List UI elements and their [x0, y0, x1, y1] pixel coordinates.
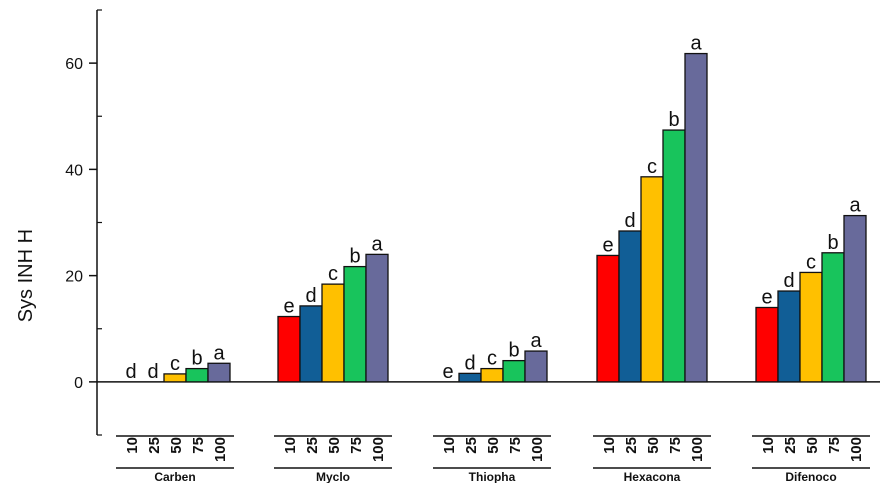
dose-tick-label: 10 [760, 437, 777, 454]
bar [821, 252, 845, 383]
bar [299, 305, 323, 383]
significance-letter: c [487, 348, 497, 370]
dose-tick-label: 50 [804, 437, 821, 454]
dose-tick-label: 75 [348, 437, 365, 454]
bar [277, 315, 301, 383]
dose-tick-label: 75 [507, 437, 524, 454]
bar [343, 265, 367, 383]
significance-letter: a [530, 330, 542, 352]
group-label: Hexacona [624, 470, 681, 483]
significance-letter: c [170, 353, 180, 375]
bar [755, 306, 779, 383]
bar [684, 52, 708, 383]
dose-tick-label: 25 [463, 437, 480, 454]
dose-tick-label: 50 [645, 437, 662, 454]
dose-tick-label: 100 [529, 437, 546, 462]
y-tick-label: 0 [74, 375, 83, 392]
dose-tick-label: 100 [370, 437, 387, 462]
significance-letter: b [668, 109, 679, 131]
bar [799, 271, 823, 383]
dose-tick-label: 75 [826, 437, 843, 454]
significance-letter: e [283, 296, 294, 318]
dose-tick-label: 10 [441, 437, 458, 454]
bar [843, 214, 867, 383]
significance-letter: a [849, 195, 861, 217]
bar [480, 367, 504, 383]
bar [596, 254, 620, 383]
dose-tick-label: 25 [304, 437, 321, 454]
dose-tick-label: 50 [168, 437, 185, 454]
dose-tick-label: 75 [667, 437, 684, 454]
bar [662, 129, 686, 383]
significance-letter: d [147, 361, 158, 383]
dose-tick-label: 25 [782, 437, 799, 454]
significance-letter: e [602, 234, 613, 256]
significance-letter: d [464, 352, 475, 374]
bar [321, 283, 345, 383]
bar [640, 176, 664, 383]
significance-letter: a [690, 33, 702, 55]
significance-letter: d [624, 210, 635, 232]
significance-letter: e [761, 287, 772, 309]
significance-letter: c [647, 156, 657, 178]
dose-tick-label: 10 [124, 437, 141, 454]
significance-letter: a [213, 342, 225, 364]
significance-letter: b [508, 340, 519, 362]
bars [163, 52, 867, 383]
dose-tick-label: 10 [282, 437, 299, 454]
bar [524, 350, 548, 383]
group-label: Carben [154, 470, 195, 483]
dose-tick-label: 100 [689, 437, 706, 462]
significance-letter: a [371, 233, 383, 255]
y-tick-label: 40 [65, 162, 83, 179]
significance-letter: d [305, 285, 316, 307]
bar [618, 230, 642, 383]
bar [458, 372, 482, 383]
dose-tick-label: 100 [848, 437, 865, 462]
y-axis-label: Sys INH H [15, 229, 37, 322]
bar [365, 253, 389, 383]
bar [207, 362, 231, 383]
group-label: Thiopha [469, 470, 516, 483]
group-label: Difenoco [785, 470, 836, 483]
significance-letter: e [442, 361, 453, 383]
y-tick-label: 60 [65, 56, 83, 73]
bar [777, 290, 801, 383]
significance-letter: b [827, 232, 838, 254]
significance-letter: b [191, 348, 202, 370]
dose-tick-label: 100 [212, 437, 229, 462]
group-label: Myclo [316, 470, 350, 483]
y-tick-label: 20 [65, 269, 83, 286]
dose-tick-label: 10 [601, 437, 618, 454]
bar [163, 373, 187, 383]
significance-letter: c [328, 263, 338, 285]
bar [502, 359, 526, 383]
significance-letter: b [349, 246, 360, 268]
dose-tick-label: 50 [326, 437, 343, 454]
dose-tick-label: 25 [623, 437, 640, 454]
significance-letter: d [783, 270, 794, 292]
dose-tick-label: 50 [485, 437, 502, 454]
dose-tick-label: 75 [190, 437, 207, 454]
dose-tick-label: 25 [146, 437, 163, 454]
bar [185, 367, 209, 383]
significance-letter: d [125, 361, 136, 383]
significance-letter: c [806, 251, 816, 273]
x-axis-labels: 10 25 50 75 100 Carben 10 25 50 75 100 Myclo 10 25 50 7… [116, 435, 870, 483]
